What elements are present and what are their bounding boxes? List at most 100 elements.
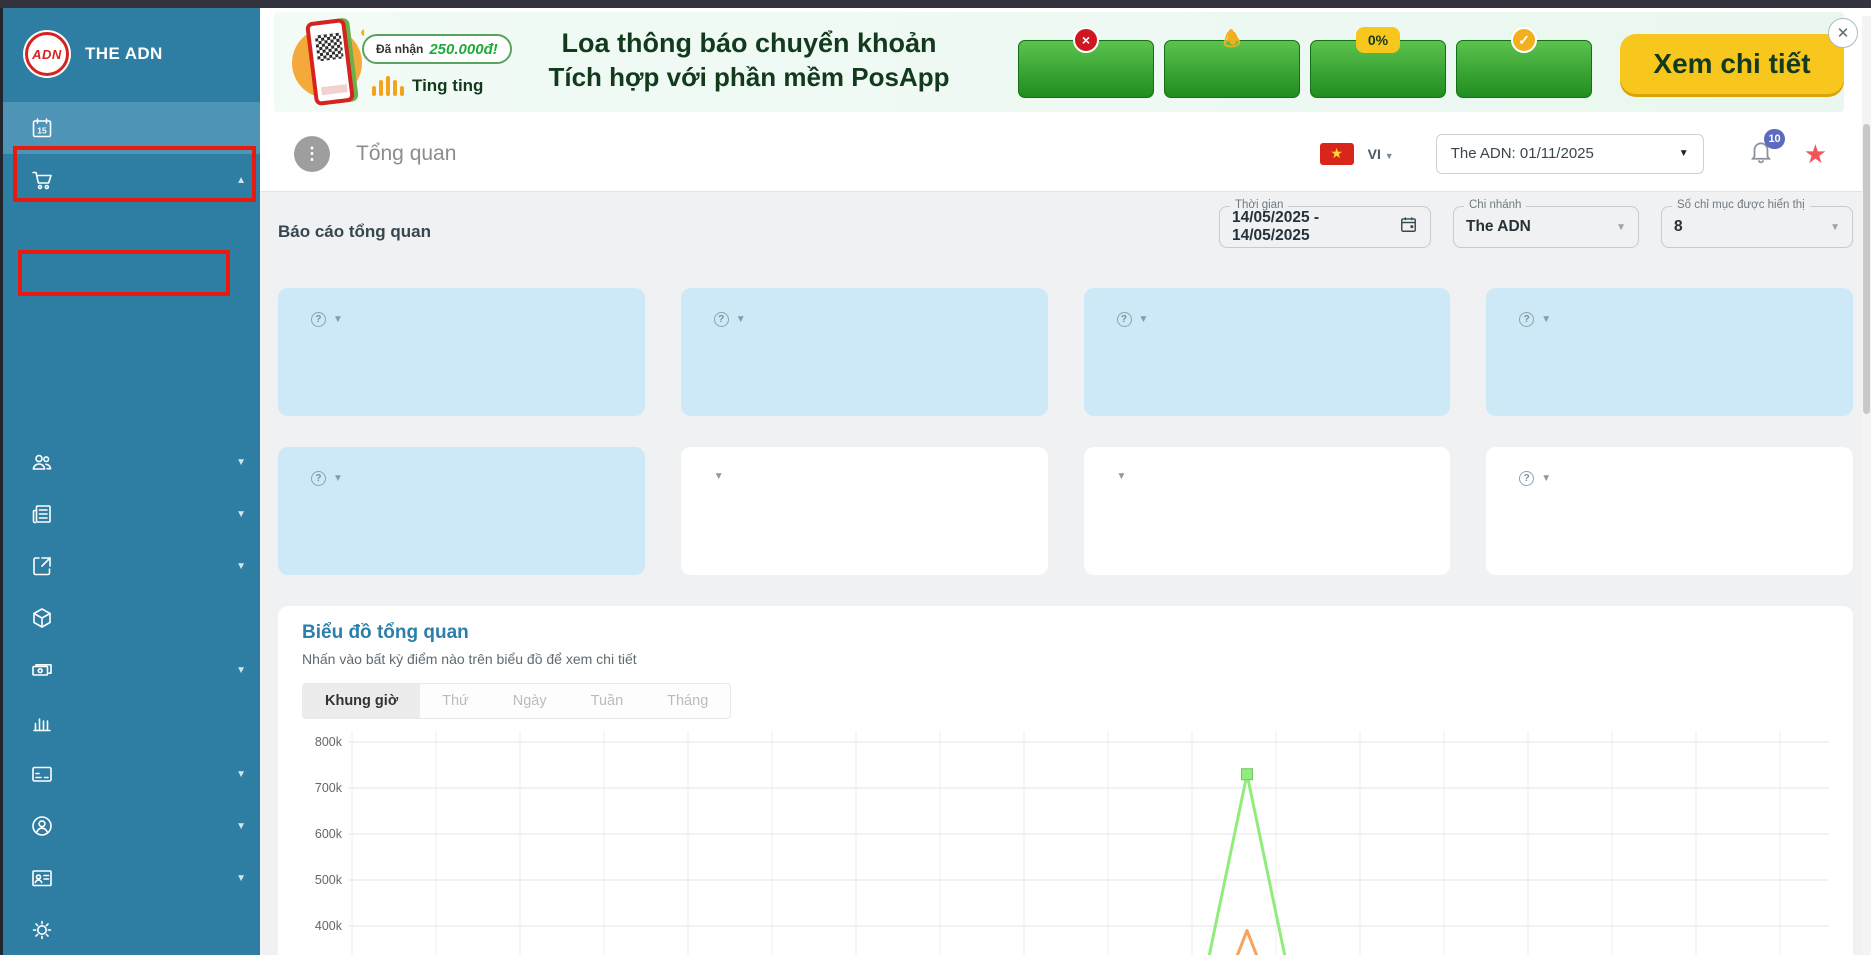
- header-right: ★ VI ▼ The ADN: 01/11/2025 ▼ 10 ★: [1319, 129, 1827, 174]
- notification-badge: 10: [1764, 129, 1785, 149]
- stat-card-header[interactable]: ? ▼: [1512, 471, 1827, 486]
- stat-card[interactable]: ? ▼: [1083, 288, 1451, 416]
- brand-logo: ADN: [25, 32, 69, 76]
- banner-headline: Loa thông báo chuyển khoản Tích hợp với …: [514, 26, 984, 94]
- chart-card: Biểu đồ tổng quan Nhấn vào bất kỳ điểm n…: [278, 606, 1853, 955]
- help-icon[interactable]: ?: [1116, 312, 1132, 327]
- chart-tab-3[interactable]: Ngày: [512, 693, 547, 709]
- chevron-down-icon: ▼: [1616, 221, 1626, 233]
- sidebar-item-doi-tac[interactable]: ▼: [3, 436, 260, 488]
- branch-date-value: The ADN: 01/11/2025: [1450, 145, 1594, 162]
- help-icon[interactable]: ?: [1519, 471, 1535, 486]
- received-pill: ◖ Đã nhận 250.000đ!: [358, 24, 512, 64]
- collapse-menu-button[interactable]: ⋮: [294, 135, 330, 172]
- stat-card-header[interactable]: ? ▼: [707, 312, 1022, 327]
- language-dropdown[interactable]: VI ▼: [1367, 145, 1394, 162]
- time-range-label: Thời gian: [1230, 199, 1289, 211]
- sidebar-item-san-pham-dich-vu[interactable]: ▼: [3, 488, 260, 540]
- stat-card-header[interactable]: ? ▼: [1512, 312, 1827, 327]
- chevron-down-icon: ▼: [1541, 314, 1552, 325]
- chart-series-orange[interactable]: [1177, 929, 1317, 955]
- warehouse-icon: [29, 605, 55, 631]
- help-icon[interactable]: ?: [311, 471, 326, 486]
- cashflow-icon: [29, 657, 55, 683]
- stat-card[interactable]: ? ▼: [278, 447, 645, 575]
- overview-chart[interactable]: 800k 700k 600k 500k 400k: [302, 731, 1829, 955]
- stat-card-header[interactable]: ? ▼: [1110, 312, 1425, 327]
- stat-card-header[interactable]: ▼: [1110, 471, 1425, 482]
- sidebar-subitem-tao-ma-voucher[interactable]: [3, 390, 260, 436]
- chart-tab-5[interactable]: Tháng: [667, 693, 709, 709]
- x-circle-icon: ×: [1073, 27, 1099, 53]
- branch-value: The ADN: [1466, 218, 1531, 235]
- sidebar-item-lich-hen[interactable]: 15: [3, 102, 260, 154]
- stat-card[interactable]: ▼: [680, 447, 1048, 575]
- sidebar-item-quan-ly-luong[interactable]: ▼: [3, 748, 260, 800]
- chart-plot[interactable]: 800k 700k 600k 500k 400k: [302, 731, 1829, 955]
- see-detail-button[interactable]: Xem chi tiết: [1620, 34, 1844, 94]
- stat-card[interactable]: ? ▼: [1486, 288, 1853, 416]
- chart-series-green[interactable]: [1177, 772, 1317, 955]
- stat-card[interactable]: ? ▼: [278, 288, 645, 416]
- sidebar-item-the-tra-truoc[interactable]: ▼: [3, 540, 260, 592]
- banner-badges: × 🕭 0% ✓: [1018, 27, 1592, 98]
- sidebar-item-quan-ly-thu-chi[interactable]: ▼: [3, 644, 260, 696]
- favorite-star-icon[interactable]: ★: [1803, 138, 1827, 169]
- time-range-field[interactable]: Thời gian 14/05/2025 - 14/05/2025: [1219, 199, 1431, 248]
- products-icon: [29, 501, 55, 527]
- sidebar-item-thiet-lap[interactable]: [3, 904, 260, 955]
- stat-card-header[interactable]: ? ▼: [304, 471, 619, 486]
- y-axis-tick: 700k: [315, 781, 343, 795]
- chart-tab-1[interactable]: Khung giờ: [303, 684, 421, 718]
- stat-card[interactable]: ▼: [1083, 447, 1451, 575]
- stat-card-header[interactable]: ▼: [707, 471, 1022, 482]
- chart-point-marker[interactable]: [1241, 768, 1253, 781]
- chart-tabbar: Khung giờ Thứ Ngày Tuần Tháng: [302, 683, 732, 719]
- branch-field[interactable]: Chi nhánh The ADN ▼: [1453, 199, 1639, 248]
- stat-card[interactable]: ? ▼: [1486, 447, 1853, 575]
- sidebar-item-quan-tri[interactable]: ▼: [3, 852, 260, 904]
- chart-title: Biểu đồ tổng quan: [302, 622, 469, 643]
- stat-card-header[interactable]: ? ▼: [304, 312, 619, 327]
- y-axis-tick: 800k: [315, 735, 343, 749]
- chart-tab-4[interactable]: Tuần: [590, 693, 624, 709]
- sidebar-subitem-hoa-don-dien-tu[interactable]: [3, 252, 260, 298]
- brand: ADN THE ADN: [3, 8, 260, 102]
- chevron-down-icon: ▼: [1116, 471, 1127, 482]
- chevron-down-icon: ▼: [236, 560, 246, 572]
- sidebar-item-ban-hang[interactable]: ▲: [3, 154, 260, 206]
- sidebar-subitem-don-hang-theo-trang-thai[interactable]: [3, 298, 260, 344]
- help-icon[interactable]: ?: [1519, 312, 1535, 327]
- sidebar-item-nhan-vien[interactable]: ▼: [3, 800, 260, 852]
- sidebar-subitem-don-hang[interactable]: [3, 206, 260, 252]
- sidebar-item-quan-ly-kho[interactable]: [3, 592, 260, 644]
- help-icon[interactable]: ?: [713, 312, 729, 327]
- page-header: ⋮ Tổng quan ★ VI ▼ The ADN: 01/11/2025 ▼…: [260, 116, 1871, 192]
- sidebar-nav: 15 ▲ ▼ ▼ ▼ ▼ ▼ ▼ ▼: [3, 102, 260, 955]
- scrollbar-thumb[interactable]: [1863, 124, 1870, 414]
- svg-text:15: 15: [37, 126, 47, 136]
- banner-headline-line2: Tích hợp với phần mềm PosApp: [548, 62, 950, 92]
- chevron-down-icon: ▼: [735, 314, 746, 325]
- promo-banner[interactable]: ◖ Đã nhận 250.000đ! Ting ting Loa thông …: [274, 12, 1858, 112]
- bell-icon: [1750, 142, 1771, 164]
- banner-close-button[interactable]: ✕: [1828, 18, 1858, 48]
- chevron-down-icon: ▼: [333, 473, 344, 484]
- bell-icon: 🕭: [1223, 28, 1241, 51]
- sidebar-subitem-ban-hang-sub[interactable]: [3, 344, 260, 390]
- sidebar-item-bao-cao[interactable]: [3, 696, 260, 748]
- chevron-down-icon: ▼: [713, 471, 724, 482]
- metrics-value: 8: [1674, 218, 1683, 235]
- chevron-down-icon: ▼: [1384, 150, 1394, 161]
- chevron-up-icon: ▲: [236, 174, 246, 186]
- page-scrollbar[interactable]: [1862, 16, 1871, 955]
- stat-card[interactable]: ? ▼: [680, 288, 1048, 416]
- calendar-icon[interactable]: [1399, 215, 1418, 239]
- metrics-count-field[interactable]: Số chỉ mục được hiển thị 8 ▼: [1661, 199, 1853, 248]
- received-prefix: Đã nhận: [376, 42, 424, 56]
- chevron-down-icon: ▼: [236, 768, 246, 780]
- help-icon[interactable]: ?: [311, 312, 326, 327]
- chart-tab-2[interactable]: Thứ: [442, 693, 469, 709]
- notifications-button[interactable]: 10: [1748, 129, 1785, 169]
- branch-date-select[interactable]: The ADN: 01/11/2025 ▼: [1435, 133, 1704, 174]
